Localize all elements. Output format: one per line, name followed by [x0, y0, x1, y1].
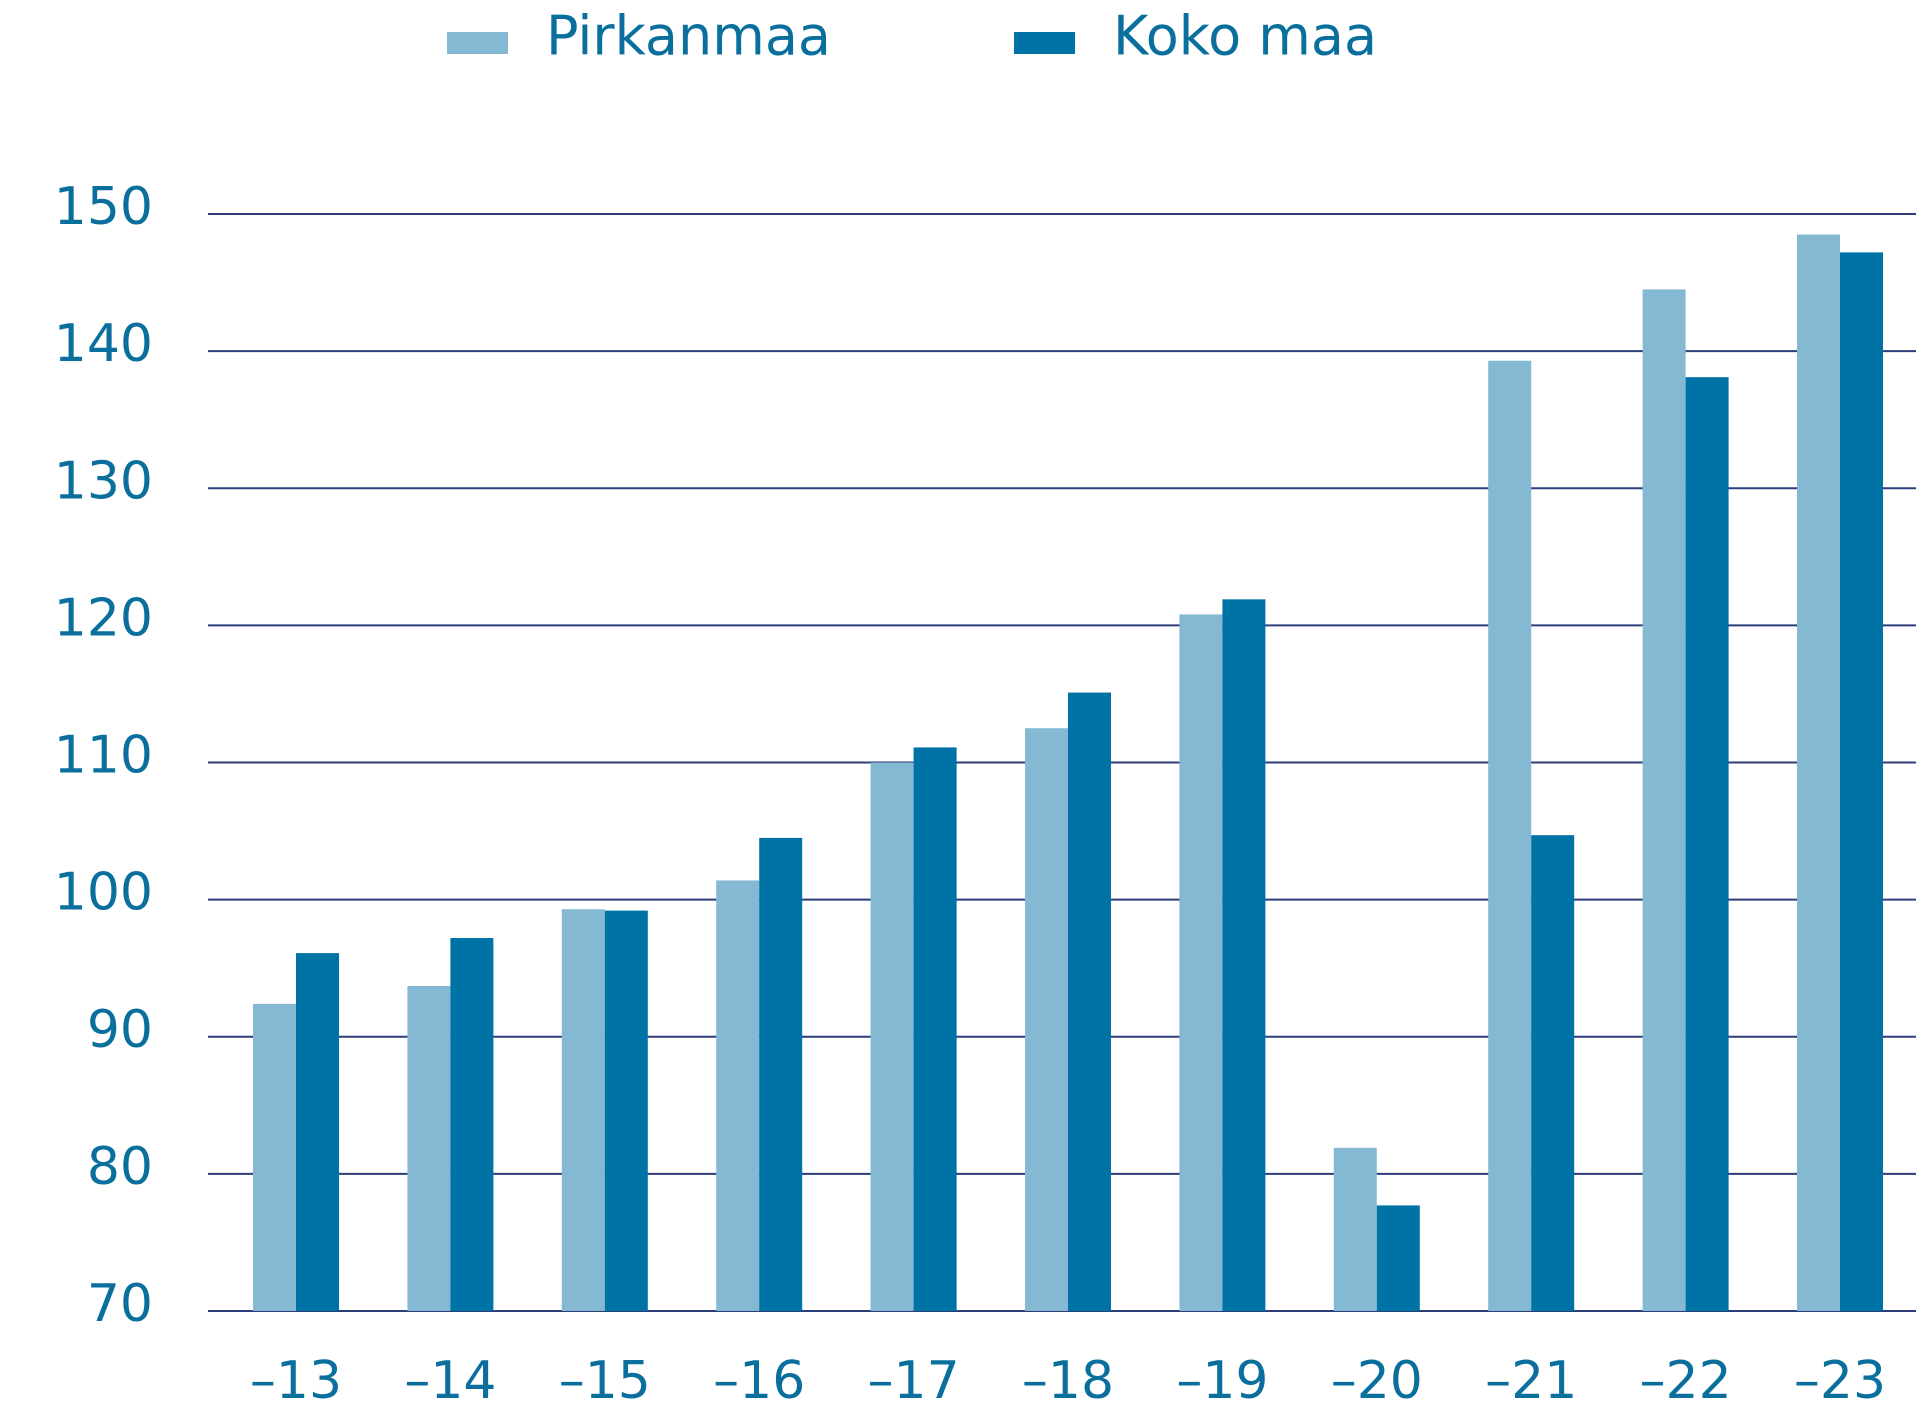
bar — [1333, 1147, 1377, 1311]
bar — [1025, 728, 1068, 1311]
bar — [1642, 289, 1686, 1311]
bar — [870, 762, 914, 1311]
legend-label: Koko maa — [1113, 5, 1377, 68]
bar — [1376, 1205, 1420, 1311]
y-tick-label: 120 — [54, 588, 153, 648]
bar — [604, 910, 648, 1311]
bar — [407, 986, 451, 1311]
bar — [1531, 835, 1575, 1311]
y-tick-label: 150 — [54, 177, 153, 237]
x-tick-label: –22 — [1640, 1351, 1732, 1408]
x-tick-label: –13 — [250, 1351, 342, 1408]
legend-swatch — [447, 32, 508, 54]
bar — [253, 1003, 296, 1311]
bar — [759, 837, 803, 1311]
bar — [296, 953, 339, 1311]
bar — [450, 938, 494, 1311]
x-tick-label: –17 — [868, 1351, 960, 1408]
y-tick-label: 70 — [87, 1274, 153, 1334]
bar — [1797, 234, 1840, 1312]
x-tick-label: –23 — [1794, 1351, 1886, 1408]
x-tick-label: –19 — [1176, 1351, 1268, 1408]
y-tick-label: 80 — [87, 1137, 153, 1197]
y-tick-label: 100 — [54, 863, 153, 923]
bar — [561, 909, 605, 1311]
bar — [913, 747, 957, 1311]
y-tick-label: 110 — [54, 726, 153, 786]
x-tick-label: –16 — [713, 1351, 805, 1408]
x-tick-label: –15 — [559, 1351, 651, 1408]
bar — [716, 880, 760, 1311]
x-tick-label: –21 — [1485, 1351, 1577, 1408]
y-tick-label: 140 — [54, 314, 153, 374]
legend-label: Pirkanmaa — [546, 5, 831, 68]
x-tick-label: –20 — [1331, 1351, 1423, 1408]
x-tick-label: –18 — [1022, 1351, 1114, 1408]
bar — [1068, 692, 1111, 1311]
y-tick-label: 90 — [87, 1000, 153, 1060]
x-tick-label: –14 — [404, 1351, 496, 1408]
bar — [1840, 252, 1883, 1311]
legend-swatch — [1014, 32, 1075, 54]
bar — [1179, 614, 1223, 1311]
bar — [1488, 360, 1532, 1311]
bar — [1685, 377, 1729, 1312]
bar — [1222, 599, 1266, 1311]
y-tick-label: 130 — [54, 451, 153, 511]
